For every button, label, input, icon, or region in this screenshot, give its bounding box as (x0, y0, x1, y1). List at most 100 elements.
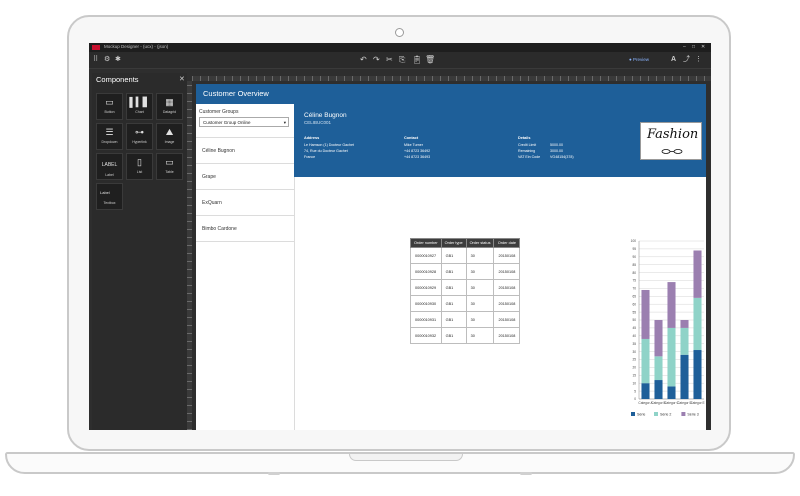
y-tick-label: 0 (634, 397, 636, 401)
horizontal-ruler (192, 76, 711, 81)
redo-icon[interactable]: ↷ (373, 55, 380, 64)
component-label: Hyperlink (132, 140, 147, 144)
grid-menu-icon[interactable]: ⠿ (93, 56, 99, 63)
nav-item-grape[interactable]: Grape (196, 163, 294, 189)
customer-name: Céline Bugnon (304, 112, 347, 119)
component-table[interactable]: ▭ Table (156, 153, 183, 180)
share-icon[interactable]: ⤴ (683, 56, 690, 63)
nav-item-celine[interactable]: Céline Bugnon (196, 137, 294, 163)
customer-id: CELIBUC001 (304, 120, 332, 125)
component-label: Label (105, 173, 114, 177)
legend-swatch (631, 412, 635, 416)
design-canvas[interactable]: Customer Overview Customer Groups Custom… (196, 84, 706, 430)
component-chart[interactable]: ▌▍▋ Chart (126, 93, 153, 120)
minimize-icon[interactable]: – (683, 44, 686, 50)
trackpad-notch (349, 454, 463, 461)
y-tick-label: 100 (631, 239, 637, 243)
camera (395, 28, 404, 37)
copy-icon[interactable]: ⎘ (399, 55, 406, 64)
label-icon: LABEL (101, 162, 118, 168)
component-label: Table (165, 170, 174, 174)
vertical-ruler (187, 81, 192, 430)
gear-icon[interactable]: ✱ (115, 56, 121, 63)
details-value: 5000.00 (550, 143, 563, 147)
y-tick-label: 90 (632, 255, 636, 259)
page-header: Customer Overview (196, 84, 706, 104)
customer-group-select[interactable]: Customer Group Online ▾ (199, 117, 289, 127)
cut-icon[interactable]: ✂ (386, 55, 393, 64)
brand-logo: Fashion (640, 122, 702, 160)
y-tick-label: 45 (632, 326, 636, 330)
x-tick-label: Categor E (690, 401, 704, 405)
legend-swatch (654, 412, 658, 416)
undo-icon[interactable]: ↶ (360, 55, 367, 64)
more-icon[interactable]: ⋮ (695, 56, 702, 63)
nav-item-exquarn[interactable]: ExQuarn (196, 189, 294, 215)
component-label: Image (164, 140, 175, 144)
component-list[interactable]: ▯ List (126, 153, 153, 180)
component-hyperlink[interactable]: ⊶ Hyperlink (126, 123, 153, 150)
y-tick-label: 30 (632, 350, 636, 354)
x-tick-label: Categor D (677, 401, 692, 405)
bar-segment (693, 297, 702, 351)
nav-item-bimbo[interactable]: Bimbo Cardone (196, 215, 294, 242)
close-icon[interactable]: ✕ (179, 76, 185, 83)
preview-button[interactable]: ● Preview (629, 57, 649, 62)
orders-table: Order number Order type Order status Ord… (410, 238, 521, 344)
chevron-down-icon: ▾ (283, 120, 286, 125)
font-icon[interactable]: A (671, 56, 677, 63)
y-tick-label: 80 (632, 271, 636, 275)
bar-segment (680, 354, 689, 399)
y-tick-label: 40 (632, 334, 636, 338)
groups-label: Customer Groups (199, 109, 239, 115)
y-tick-label: 10 (632, 381, 636, 385)
y-tick-label: 70 (632, 287, 636, 291)
datagrid-icon: ▦ (165, 97, 174, 107)
bar-segment (680, 327, 689, 355)
y-tick-label: 15 (632, 374, 636, 378)
details-value: VG48154(378) (550, 155, 574, 159)
contact-line: +44 8723 36492 (404, 149, 431, 153)
component-button[interactable]: ▭ Button (96, 93, 123, 120)
app-screen: Mockup Designer - (ucx) - (json) – □ ✕ ⠿… (89, 43, 711, 430)
bar-segment (654, 356, 663, 381)
list-icon: ▯ (137, 157, 142, 167)
table-icon: ▭ (165, 157, 174, 167)
component-textbox[interactable]: Label Textbox (96, 183, 123, 210)
close-window-icon[interactable]: ✕ (701, 44, 706, 50)
address-label: Address (304, 136, 320, 140)
y-tick-label: 95 (632, 247, 636, 251)
paste-icon[interactable]: 📋︎ (412, 55, 423, 64)
component-dropdown[interactable]: ☰ Dropdown (96, 123, 123, 150)
y-tick-label: 55 (632, 310, 636, 314)
table-row[interactable]: 0000010932 GB1 30 20150108 (410, 327, 521, 344)
y-tick-label: 60 (632, 302, 636, 306)
delete-icon[interactable]: 🗑︎ (425, 55, 436, 64)
component-image[interactable]: ⛰ Image (156, 123, 183, 150)
component-label: Button (104, 110, 115, 114)
laptop-foot (520, 472, 532, 475)
laptop-base (5, 452, 795, 474)
component-datagrid[interactable]: ▦ Datagrid (156, 93, 183, 120)
stacked-bar-chart: 0 5 10 15 20 25 30 35 40 45 50 55 60 65 70 75 80 85 90 95 10… (631, 239, 705, 417)
legend-label: Série (637, 413, 645, 417)
bar-segment (654, 320, 663, 357)
details-key: Credit Limit (518, 143, 537, 147)
x-tick-label: Categor A (638, 401, 653, 405)
y-tick-label: 75 (632, 279, 636, 283)
table-row[interactable]: 0000010931 GB1 30 20150108 (410, 311, 521, 328)
image-icon: ⛰ (165, 127, 174, 137)
settings-icon[interactable]: ⚙ (104, 56, 111, 63)
bar-segment (667, 327, 676, 387)
component-label: Textbox (103, 201, 116, 205)
y-tick-label: 5 (634, 389, 636, 393)
component-label-tile[interactable]: LABEL Label (96, 153, 123, 180)
x-tick-label: Categor B (651, 401, 665, 405)
y-tick-label: 65 (632, 295, 636, 299)
contact-label: Contact (404, 136, 419, 140)
details-key: VAT Ein Code (518, 155, 541, 159)
contact-line: Mike Turner (404, 143, 423, 147)
maximize-icon[interactable]: □ (692, 44, 696, 50)
y-tick-label: 25 (632, 358, 636, 362)
address-line: Le Hamson (1) Docteur Gachet (304, 143, 354, 147)
